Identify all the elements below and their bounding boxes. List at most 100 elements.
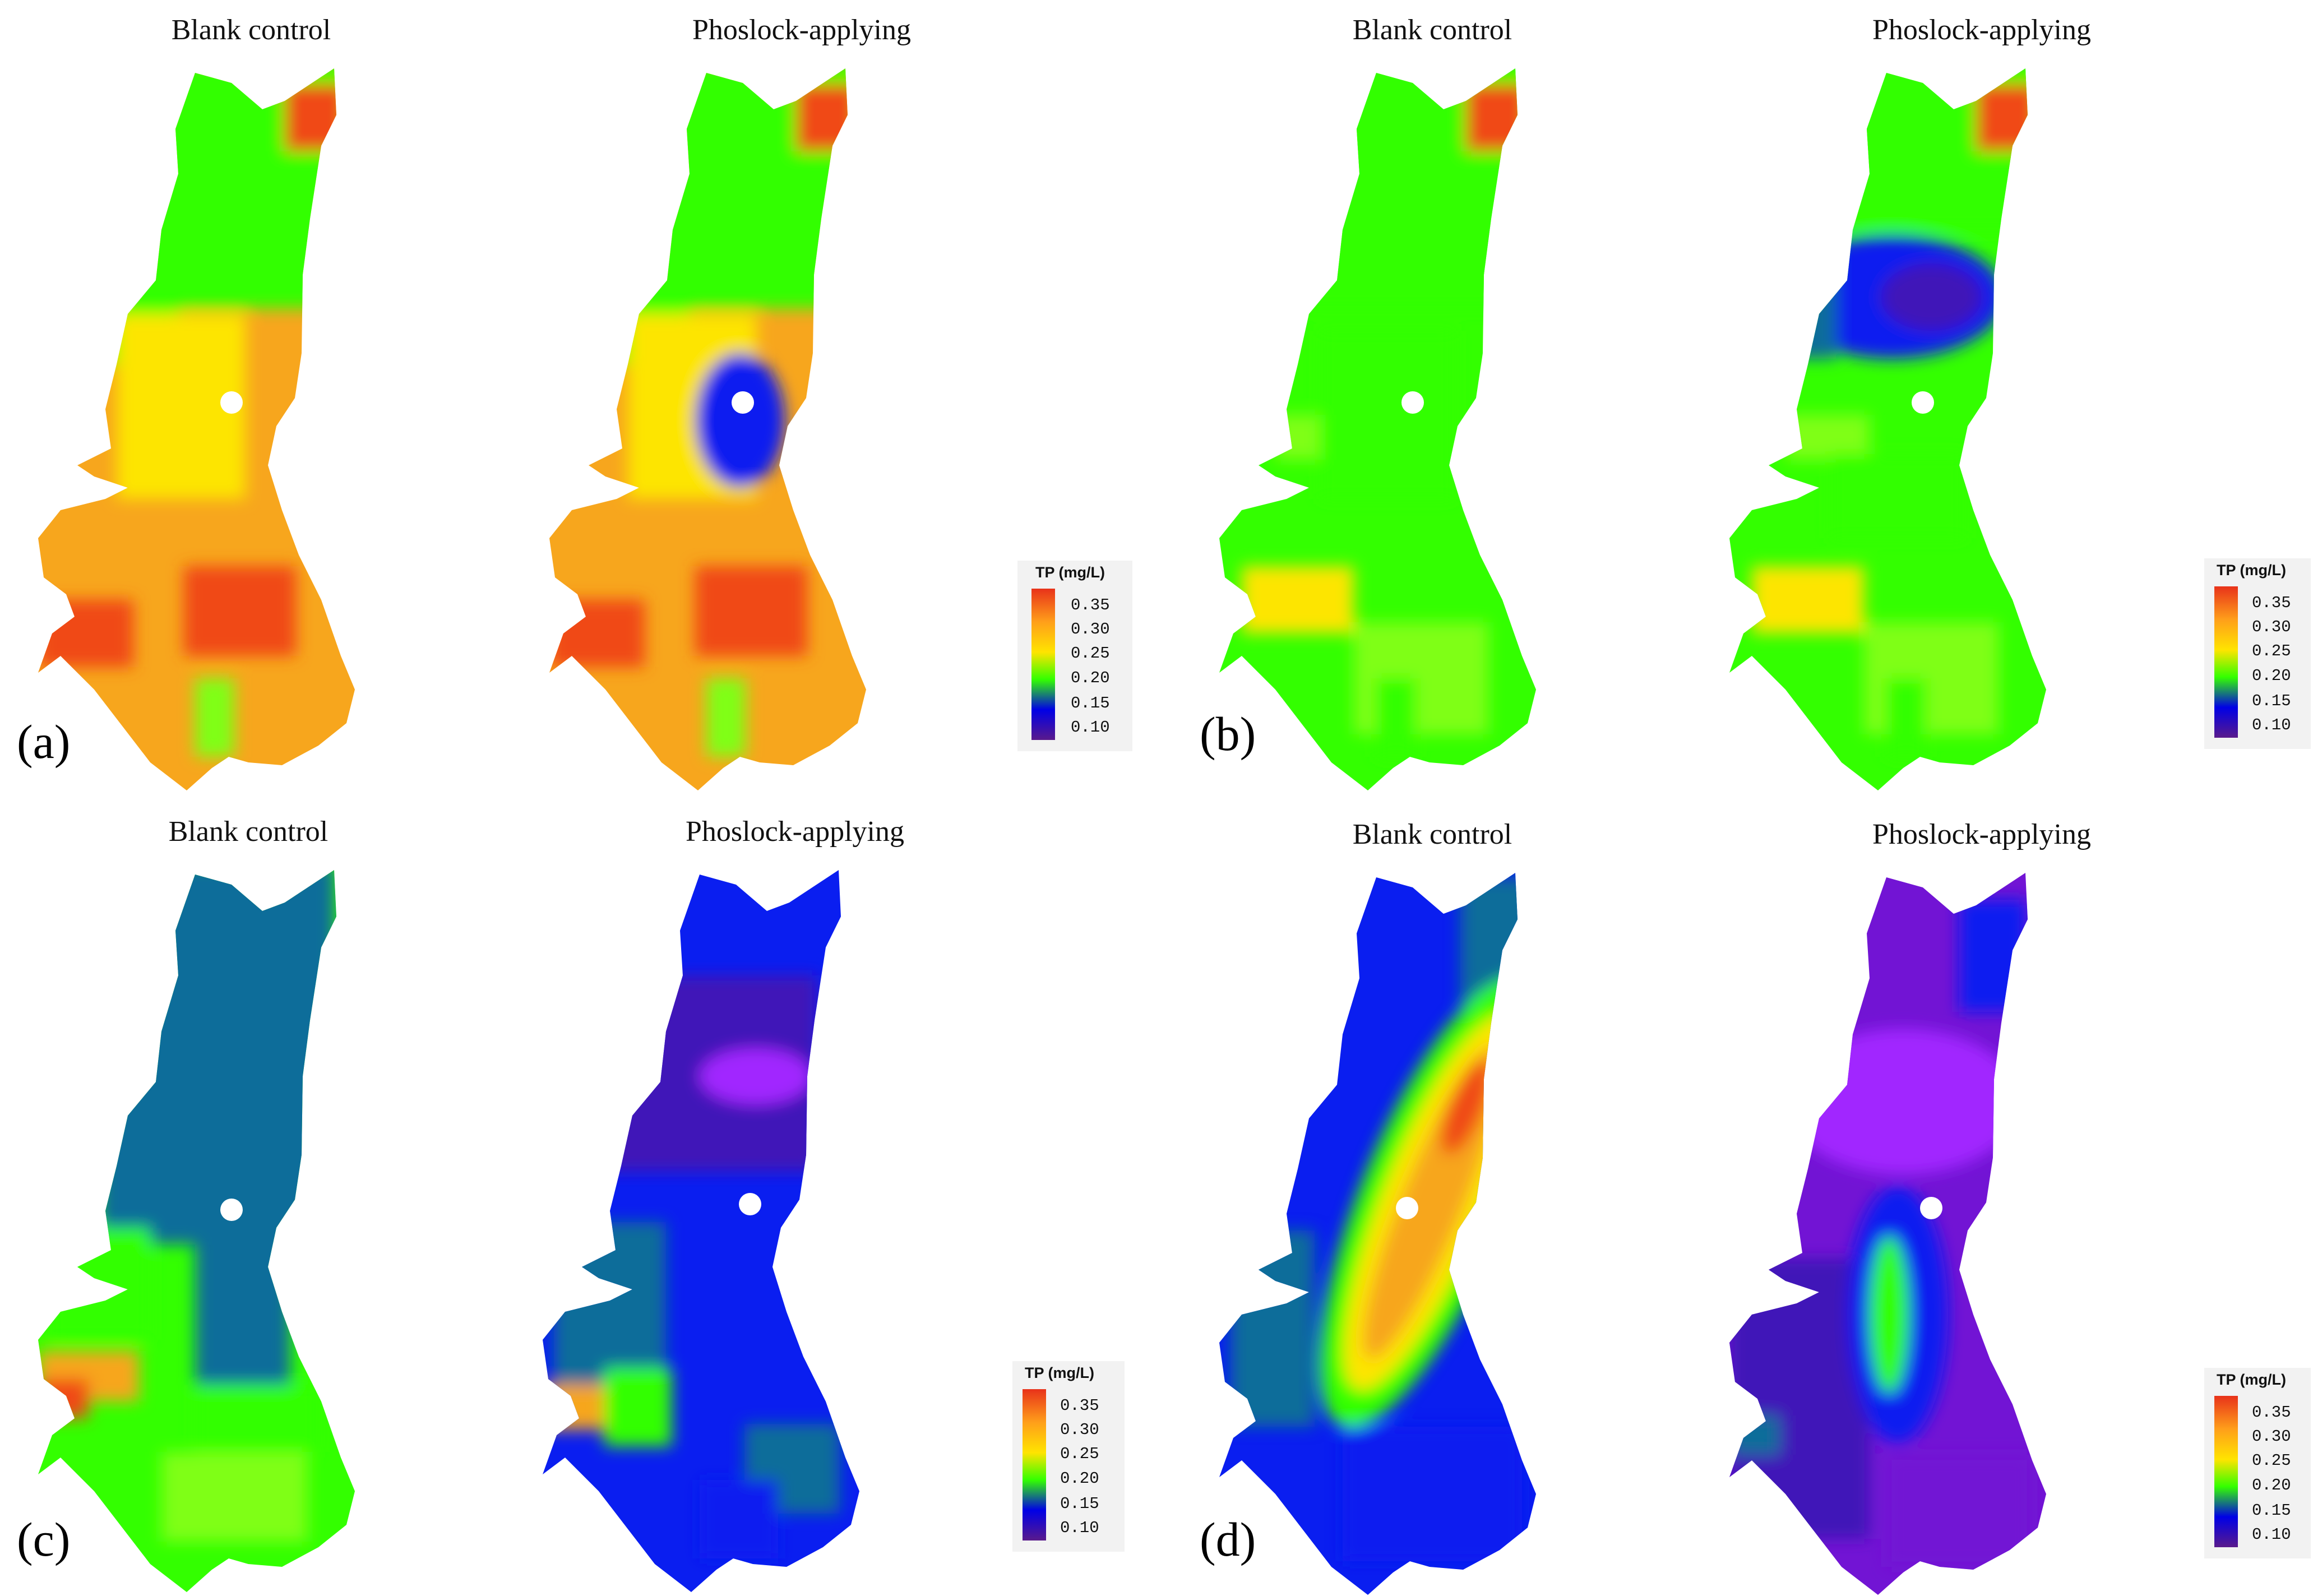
legend-tick: 0.35 [2252, 594, 2291, 612]
zone-west-arm [549, 600, 645, 667]
legend-tick: 0.25 [2252, 1451, 2291, 1470]
map: Blank control [1219, 818, 1536, 1595]
zone-northeast-tip [796, 84, 858, 151]
zone-south [161, 1452, 307, 1542]
map-title: Phoslock-applying [1872, 818, 2091, 850]
legend-tick: 0.30 [2252, 618, 2291, 636]
map-title: Blank control [169, 816, 329, 848]
zone-center [1752, 566, 1864, 633]
legend-tick: 0.10 [2252, 1525, 2291, 1544]
legend-colorbar [1031, 589, 1055, 740]
legend: TP (mg/L) 0.35 0.30 0.25 0.20 0.15 0.10 [2204, 558, 2311, 749]
zone-north-light [1785, 1029, 2021, 1174]
legend-tick: 0.35 [1060, 1396, 1099, 1415]
legend-tick: 0.15 [1071, 694, 1110, 713]
map: Blank control [38, 816, 355, 1592]
legend-tick: 0.10 [2252, 716, 2291, 734]
legend: TP (mg/L) 0.35 0.30 0.25 0.20 0.15 0.10 [2204, 1368, 2311, 1558]
legend-tick: 0.30 [1060, 1421, 1099, 1439]
zone-treated [695, 353, 785, 488]
map: Blank control [1219, 14, 1536, 790]
legend-tick: 0.35 [2252, 1403, 2291, 1422]
legend-tick: 0.30 [2252, 1427, 2291, 1446]
map-title: Blank control [1353, 14, 1512, 46]
sampling-point [1401, 391, 1424, 414]
zone-northeast-tip [1466, 84, 1528, 151]
zone-south [184, 566, 296, 656]
map-title: Phoslock-applying [686, 816, 904, 848]
zone-northeast-core [700, 1048, 812, 1104]
panel-letter: (a) [17, 715, 70, 769]
legend-tick: 0.15 [2252, 1501, 2291, 1520]
zone-southwest [49, 1228, 150, 1340]
zone-south-strip [706, 678, 746, 757]
zone-south [1343, 1427, 1522, 1561]
zone-south [695, 566, 807, 656]
zone-ridge-peak [1441, 1060, 1491, 1155]
legend-title: TP (mg/L) [1025, 1364, 1094, 1381]
zone-south-strip [1376, 678, 1415, 757]
zone-south-strip [195, 1385, 318, 1452]
zone-west [1230, 1230, 1315, 1427]
panel-letter: (b) [1200, 707, 1256, 761]
panel-letter: (c) [17, 1512, 70, 1566]
sampling-point [1396, 1197, 1418, 1219]
sampling-point [732, 391, 754, 414]
zone-southwest [604, 1368, 672, 1446]
legend-colorbar [1023, 1389, 1046, 1541]
map-title: Phoslock-applying [1872, 14, 2091, 46]
legend-tick: 0.20 [2252, 667, 2291, 685]
legend-title: TP (mg/L) [1035, 564, 1105, 581]
legend-colorbar [2214, 1396, 2238, 1547]
legend-tick: 0.25 [2252, 642, 2291, 660]
zone-west-arm [543, 1385, 604, 1430]
zone-south [1886, 1455, 2032, 1567]
map: Phoslock-applying [543, 816, 904, 1592]
sampling-point [220, 391, 243, 414]
zone-south-strip [195, 678, 234, 757]
map: Phoslock-applying [1729, 818, 2091, 1595]
map-title: Phoslock-applying [692, 14, 911, 46]
legend-tick: 0.25 [1060, 1445, 1099, 1463]
legend-colorbar [2214, 586, 2238, 738]
panel-d: (d) Blank control Phoslock-applying [1200, 818, 2311, 1595]
zone-west-arm [1320, 331, 1455, 499]
map: Phoslock-applying [549, 14, 911, 790]
zone-west-arm [38, 600, 133, 667]
panel-c: (c) Blank control Phoslock-applying [17, 816, 1125, 1592]
zone-northeast-tip [1976, 84, 2038, 151]
zone-west-arm [1830, 454, 1965, 538]
zone-treated-core [1881, 263, 1982, 331]
legend-title: TP (mg/L) [2217, 562, 2286, 579]
map: Phoslock-applying [1729, 14, 2091, 790]
zone-center-core [1870, 1236, 1909, 1393]
zone-center [195, 1200, 290, 1385]
map: Blank control [38, 14, 355, 790]
legend-tick: 0.20 [1060, 1469, 1099, 1488]
zone-south-strip [1886, 678, 1926, 757]
map-title: Blank control [172, 14, 331, 46]
zone-south [1864, 622, 1999, 734]
legend-tick: 0.15 [1060, 1495, 1099, 1513]
legend-tick: 0.20 [2252, 1476, 2291, 1495]
zone-treated-edge [1785, 247, 1836, 359]
zone-center [1242, 566, 1354, 633]
legend-tick: 0.15 [2252, 692, 2291, 710]
zone-northeast-tip [285, 84, 346, 151]
map-title: Blank control [1353, 818, 1512, 850]
panel-letter: (d) [1200, 1512, 1256, 1566]
sampling-point [739, 1193, 761, 1215]
legend-tick: 0.30 [1071, 620, 1110, 639]
legend-title: TP (mg/L) [2217, 1371, 2286, 1388]
legend-tick: 0.10 [1060, 1519, 1099, 1537]
zone-north [100, 870, 335, 1245]
legend: TP (mg/L) 0.35 0.30 0.25 0.20 0.15 0.10 [1012, 1361, 1125, 1552]
sampling-point [1912, 391, 1934, 414]
zone-south [1354, 622, 1488, 734]
legend-tick: 0.35 [1071, 596, 1110, 614]
zone-west-arm [1729, 1415, 1780, 1455]
panel-a: (a) Blank control Phoslock-applying [17, 14, 1132, 790]
zone-northwest [1785, 415, 1870, 460]
legend-tick: 0.25 [1071, 644, 1110, 663]
